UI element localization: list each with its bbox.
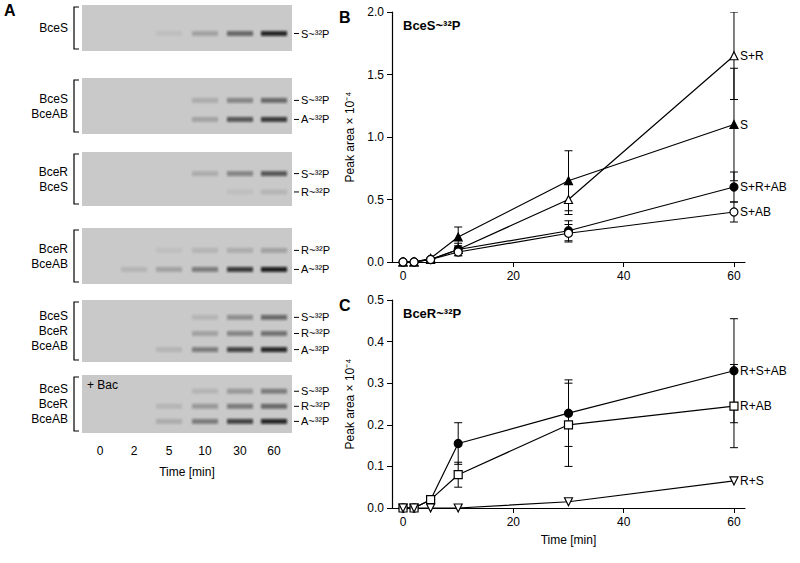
svg-text:S+R: S+R (740, 49, 764, 63)
svg-text:S~³²P: S~³²P (301, 28, 329, 40)
svg-text:0.5: 0.5 (367, 193, 384, 207)
svg-text:BceS: BceS (39, 21, 68, 35)
svg-text:0.0: 0.0 (367, 501, 384, 515)
svg-text:R~³²P: R~³²P (301, 244, 330, 256)
svg-text:R+S+AB: R+S+AB (740, 364, 787, 378)
svg-text:A: A (4, 2, 16, 19)
svg-text:0.3: 0.3 (367, 376, 384, 390)
svg-text:Peak area × 10⁻⁴: Peak area × 10⁻⁴ (343, 359, 357, 450)
svg-text:A~³²P: A~³²P (301, 344, 329, 356)
svg-text:60: 60 (727, 515, 741, 529)
svg-text:A~³²P: A~³²P (301, 113, 329, 125)
svg-text:BceS: BceS (39, 382, 68, 396)
svg-text:BceR: BceR (39, 165, 69, 179)
svg-text:BceR: BceR (39, 397, 69, 411)
svg-text:+ Bac: + Bac (87, 378, 118, 392)
svg-text:BceAB: BceAB (31, 107, 68, 121)
svg-text:2.0: 2.0 (367, 5, 384, 19)
svg-text:BceS: BceS (39, 92, 68, 106)
svg-text:R+AB: R+AB (740, 399, 772, 413)
svg-text:40: 40 (617, 269, 631, 283)
svg-text:0.2: 0.2 (367, 418, 384, 432)
svg-text:0.0: 0.0 (367, 255, 384, 269)
svg-text:S~³²P: S~³²P (301, 94, 329, 106)
svg-text:Time [min]: Time [min] (159, 465, 215, 479)
svg-text:0: 0 (400, 269, 407, 283)
svg-text:S~³²P: S~³²P (301, 168, 329, 180)
svg-text:10: 10 (198, 444, 212, 458)
svg-text:S+AB: S+AB (740, 205, 771, 219)
svg-text:0.1: 0.1 (367, 459, 384, 473)
svg-text:R~³²P: R~³²P (301, 186, 330, 198)
svg-text:R~³²P: R~³²P (301, 327, 330, 339)
svg-text:20: 20 (507, 269, 521, 283)
svg-text:30: 30 (233, 444, 247, 458)
svg-text:60: 60 (727, 269, 741, 283)
svg-text:0: 0 (97, 444, 104, 458)
svg-text:R~³²P: R~³²P (301, 400, 330, 412)
svg-text:BceAB: BceAB (31, 257, 68, 271)
svg-text:BceR~³²P: BceR~³²P (403, 306, 461, 321)
svg-text:Time [min]: Time [min] (541, 533, 597, 547)
svg-text:BceS: BceS (39, 309, 68, 323)
svg-text:C: C (339, 297, 351, 314)
svg-text:S+R+AB: S+R+AB (740, 180, 787, 194)
svg-text:1.5: 1.5 (367, 68, 384, 82)
svg-text:S~³²P: S~³²P (301, 385, 329, 397)
svg-text:BceS: BceS (39, 180, 68, 194)
svg-text:S~³²P: S~³²P (301, 311, 329, 323)
svg-text:BceAB: BceAB (31, 412, 68, 426)
svg-text:R+S: R+S (740, 474, 764, 488)
svg-text:20: 20 (507, 515, 521, 529)
svg-text:2: 2 (131, 444, 138, 458)
svg-text:0.4: 0.4 (367, 335, 384, 349)
svg-text:40: 40 (617, 515, 631, 529)
svg-text:A~³²P: A~³²P (301, 263, 329, 275)
svg-text:BceR: BceR (39, 242, 69, 256)
svg-text:BceS~³²P: BceS~³²P (403, 18, 461, 33)
svg-text:0.5: 0.5 (367, 293, 384, 307)
svg-text:5: 5 (166, 444, 173, 458)
svg-text:BceAB: BceAB (31, 339, 68, 353)
svg-text:B: B (339, 9, 351, 26)
svg-text:1.0: 1.0 (367, 130, 384, 144)
svg-text:BceR: BceR (39, 324, 69, 338)
svg-text:A~³²P: A~³²P (301, 415, 329, 427)
svg-text:Peak area × 10⁻⁴: Peak area × 10⁻⁴ (343, 92, 357, 183)
svg-text:0: 0 (400, 515, 407, 529)
svg-text:60: 60 (267, 444, 281, 458)
svg-text:S: S (740, 118, 748, 132)
